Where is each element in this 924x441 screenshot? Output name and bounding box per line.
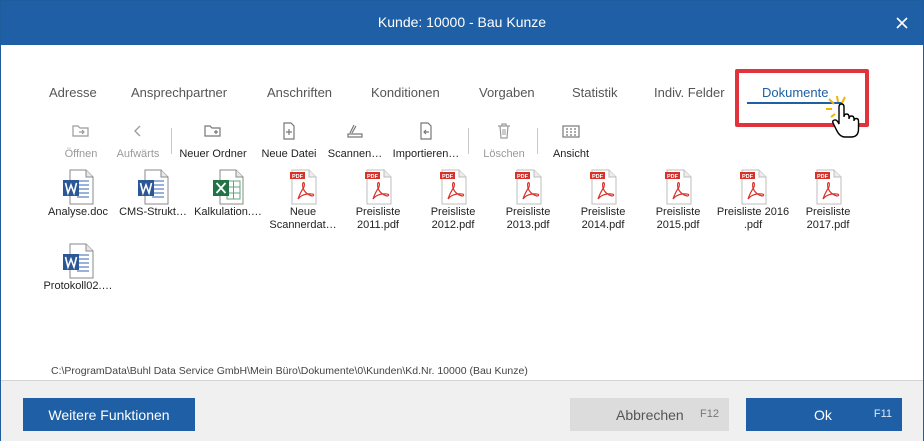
ok-label: Ok (814, 407, 832, 423)
file-item[interactable]: PDF Preisliste 2012.pdf (413, 169, 493, 232)
file-name: Preisliste 2012.pdf (430, 206, 476, 231)
svg-text:PDF: PDF (442, 174, 454, 180)
pdf-file-icon: PDF (590, 169, 617, 205)
scanner-icon (347, 124, 363, 138)
tab-dokumente[interactable]: Dokumente (762, 85, 829, 100)
file-item[interactable]: CMS-Strukt… (113, 169, 193, 219)
pdf-file-icon: PDF (815, 169, 842, 205)
import-button[interactable]: Importieren… (386, 119, 466, 163)
delete-label: Löschen (483, 148, 525, 160)
toolbar-separator (537, 128, 538, 154)
open-label: Öffnen (64, 148, 98, 160)
file-item[interactable]: PDF Preisliste 2013.pdf (488, 169, 568, 232)
svg-text:PDF: PDF (667, 174, 679, 180)
file-name: Protokoll02.… (43, 280, 113, 292)
cancel-shortcut: F12 (700, 408, 719, 420)
window-title: Kunde: 10000 - Bau Kunze (377, 14, 547, 30)
svg-text:PDF: PDF (817, 174, 829, 180)
file-item[interactable]: PDF Neue Scannerdat… (263, 169, 343, 232)
delete-button[interactable]: Löschen (464, 119, 544, 163)
hand-cursor-icon (826, 95, 860, 138)
active-tab-indicator (747, 102, 843, 104)
close-icon (896, 17, 908, 29)
file-item[interactable]: Kalkulation.… (188, 169, 268, 219)
file-item[interactable]: PDF Preisliste 2017.pdf (788, 169, 868, 232)
file-name: Preisliste 2014.pdf (580, 206, 626, 231)
ok-button[interactable]: Ok F11 (746, 398, 902, 431)
file-item[interactable]: PDF Preisliste 2014.pdf (563, 169, 643, 232)
up-label: Aufwärts (116, 148, 160, 160)
open-button[interactable]: Öffnen (41, 119, 121, 163)
cancel-label: Abbrechen (616, 407, 684, 423)
pdf-file-icon: PDF (515, 169, 542, 205)
tab-anschriften[interactable]: Anschriften (267, 85, 333, 100)
svg-text:PDF: PDF (367, 174, 379, 180)
file-item[interactable]: Protokoll02.… (38, 243, 118, 293)
new-file-button[interactable]: Neue Datei (249, 119, 329, 163)
up-button[interactable]: Aufwärts (98, 119, 178, 163)
new-file-label: Neue Datei (261, 148, 317, 160)
more-functions-label: Weitere Funktionen (48, 406, 170, 423)
new-file-icon (283, 122, 295, 140)
file-item[interactable]: PDF Preisliste 2016 .pdf (713, 169, 793, 232)
tab-ansprechpartner[interactable]: Ansprechpartner (131, 85, 228, 100)
pdf-file-icon: PDF (665, 169, 692, 205)
pdf-file-icon: PDF (740, 169, 767, 205)
pdf-file-icon: PDF (440, 169, 467, 205)
file-name: Kalkulation.… (194, 206, 262, 218)
file-item[interactable]: PDF Preisliste 2015.pdf (638, 169, 718, 232)
more-functions-button[interactable]: Weitere Funktionen (23, 398, 195, 431)
import-label: Importieren… (392, 148, 460, 160)
scan-button[interactable]: Scannen… (315, 119, 395, 163)
import-icon (420, 122, 432, 140)
tab-vorgaben[interactable]: Vorgaben (479, 85, 535, 100)
title-bar: Kunde: 10000 - Bau Kunze (1, 1, 923, 45)
new-folder-button[interactable]: Neuer Ordner (173, 119, 253, 163)
word-file-icon (63, 169, 94, 205)
tab-adresse[interactable]: Adresse (49, 85, 97, 100)
new-folder-icon (204, 125, 221, 137)
file-name: Preisliste 2013.pdf (505, 206, 551, 231)
new-folder-label: Neuer Ordner (179, 148, 247, 160)
dialog-footer: Weitere Funktionen Abbrechen F12 Ok F11 (1, 380, 923, 441)
svg-text:PDF: PDF (742, 174, 754, 180)
svg-text:PDF: PDF (292, 174, 304, 180)
tab-statistik[interactable]: Statistik (572, 85, 618, 100)
file-name: CMS-Strukt… (119, 206, 187, 218)
word-file-icon (138, 169, 169, 205)
word-file-icon (63, 243, 94, 279)
file-item[interactable]: Analyse.doc (38, 169, 118, 219)
tab-konditionen[interactable]: Konditionen (371, 85, 440, 100)
file-name: Preisliste 2017.pdf (805, 206, 851, 231)
grid-view-icon (562, 125, 580, 138)
file-name: Preisliste 2016 .pdf (716, 206, 790, 231)
cancel-button[interactable]: Abbrechen F12 (570, 398, 729, 431)
trash-icon (498, 123, 510, 139)
scan-label: Scannen… (327, 148, 383, 160)
file-name: Preisliste 2011.pdf (355, 206, 401, 231)
file-item[interactable]: PDF Preisliste 2011.pdf (338, 169, 418, 232)
tab-highlight-frame (735, 69, 869, 127)
view-button[interactable]: Ansicht (531, 119, 611, 163)
excel-file-icon (213, 169, 244, 205)
pdf-file-icon: PDF (290, 169, 317, 205)
toolbar-separator (171, 128, 172, 154)
ok-shortcut: F11 (873, 408, 892, 420)
file-name: Analyse.doc (48, 206, 108, 218)
toolbar-separator (468, 128, 469, 154)
file-name: Neue Scannerdat… (269, 206, 337, 231)
close-button[interactable] (881, 1, 923, 45)
file-name: Preisliste 2015.pdf (655, 206, 701, 231)
view-label: Ansicht (552, 148, 590, 160)
open-folder-icon (72, 125, 89, 137)
svg-text:PDF: PDF (517, 174, 529, 180)
pdf-file-icon: PDF (365, 169, 392, 205)
tab-indiv-felder[interactable]: Indiv. Felder (654, 85, 725, 100)
chevron-left-icon (134, 125, 141, 137)
folder-path: C:\ProgramData\Buhl Data Service GmbH\Me… (51, 365, 528, 377)
svg-text:PDF: PDF (592, 174, 604, 180)
